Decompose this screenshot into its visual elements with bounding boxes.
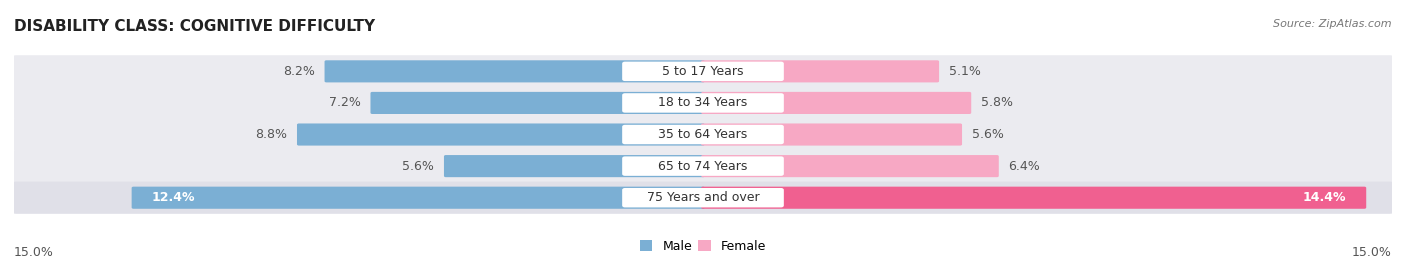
FancyBboxPatch shape bbox=[623, 188, 783, 207]
Text: 5.8%: 5.8% bbox=[981, 96, 1012, 109]
FancyBboxPatch shape bbox=[370, 92, 704, 114]
FancyBboxPatch shape bbox=[297, 123, 704, 146]
FancyBboxPatch shape bbox=[11, 119, 1395, 151]
FancyBboxPatch shape bbox=[623, 62, 783, 81]
Text: 15.0%: 15.0% bbox=[1353, 246, 1392, 259]
Text: 5.6%: 5.6% bbox=[972, 128, 1004, 141]
Text: 15.0%: 15.0% bbox=[14, 246, 53, 259]
Text: 6.4%: 6.4% bbox=[1008, 160, 1040, 173]
Text: 7.2%: 7.2% bbox=[329, 96, 361, 109]
Text: 5 to 17 Years: 5 to 17 Years bbox=[662, 65, 744, 78]
FancyBboxPatch shape bbox=[623, 156, 783, 176]
FancyBboxPatch shape bbox=[11, 182, 1395, 214]
Text: 18 to 34 Years: 18 to 34 Years bbox=[658, 96, 748, 109]
Text: 65 to 74 Years: 65 to 74 Years bbox=[658, 160, 748, 173]
Text: 8.8%: 8.8% bbox=[256, 128, 287, 141]
Text: 5.1%: 5.1% bbox=[949, 65, 980, 78]
Text: 75 Years and over: 75 Years and over bbox=[647, 191, 759, 204]
Text: 35 to 64 Years: 35 to 64 Years bbox=[658, 128, 748, 141]
FancyBboxPatch shape bbox=[11, 150, 1395, 182]
FancyBboxPatch shape bbox=[444, 155, 704, 177]
FancyBboxPatch shape bbox=[11, 87, 1395, 119]
Text: DISABILITY CLASS: COGNITIVE DIFFICULTY: DISABILITY CLASS: COGNITIVE DIFFICULTY bbox=[14, 19, 375, 34]
FancyBboxPatch shape bbox=[702, 155, 998, 177]
Text: 12.4%: 12.4% bbox=[152, 191, 195, 204]
Text: 5.6%: 5.6% bbox=[402, 160, 434, 173]
FancyBboxPatch shape bbox=[623, 125, 783, 144]
FancyBboxPatch shape bbox=[702, 187, 1367, 209]
FancyBboxPatch shape bbox=[702, 123, 962, 146]
FancyBboxPatch shape bbox=[702, 92, 972, 114]
Text: 8.2%: 8.2% bbox=[283, 65, 315, 78]
FancyBboxPatch shape bbox=[11, 55, 1395, 87]
FancyBboxPatch shape bbox=[325, 60, 704, 82]
FancyBboxPatch shape bbox=[623, 93, 783, 113]
Legend: Male, Female: Male, Female bbox=[640, 240, 766, 253]
FancyBboxPatch shape bbox=[132, 187, 704, 209]
Text: 14.4%: 14.4% bbox=[1302, 191, 1346, 204]
Text: Source: ZipAtlas.com: Source: ZipAtlas.com bbox=[1274, 19, 1392, 29]
FancyBboxPatch shape bbox=[702, 60, 939, 82]
